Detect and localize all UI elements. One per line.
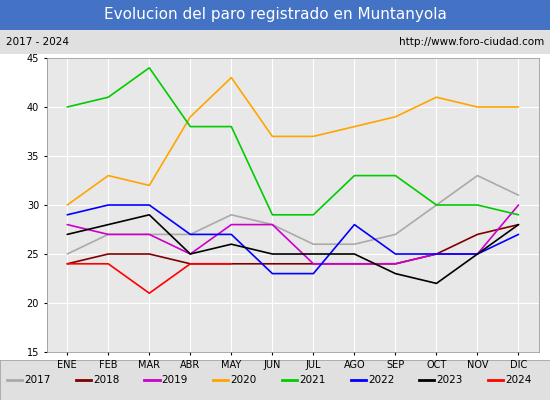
Text: 2018: 2018 (93, 375, 119, 385)
Text: http://www.foro-ciudad.com: http://www.foro-ciudad.com (399, 37, 544, 47)
Text: 2023: 2023 (437, 375, 463, 385)
Text: 2024: 2024 (505, 375, 532, 385)
Text: 2021: 2021 (299, 375, 326, 385)
Text: 2022: 2022 (368, 375, 394, 385)
Text: 2020: 2020 (230, 375, 256, 385)
Text: 2017: 2017 (24, 375, 51, 385)
Text: Evolucion del paro registrado en Muntanyola: Evolucion del paro registrado en Muntany… (103, 8, 447, 22)
Text: 2019: 2019 (162, 375, 188, 385)
Text: 2017 - 2024: 2017 - 2024 (6, 37, 69, 47)
